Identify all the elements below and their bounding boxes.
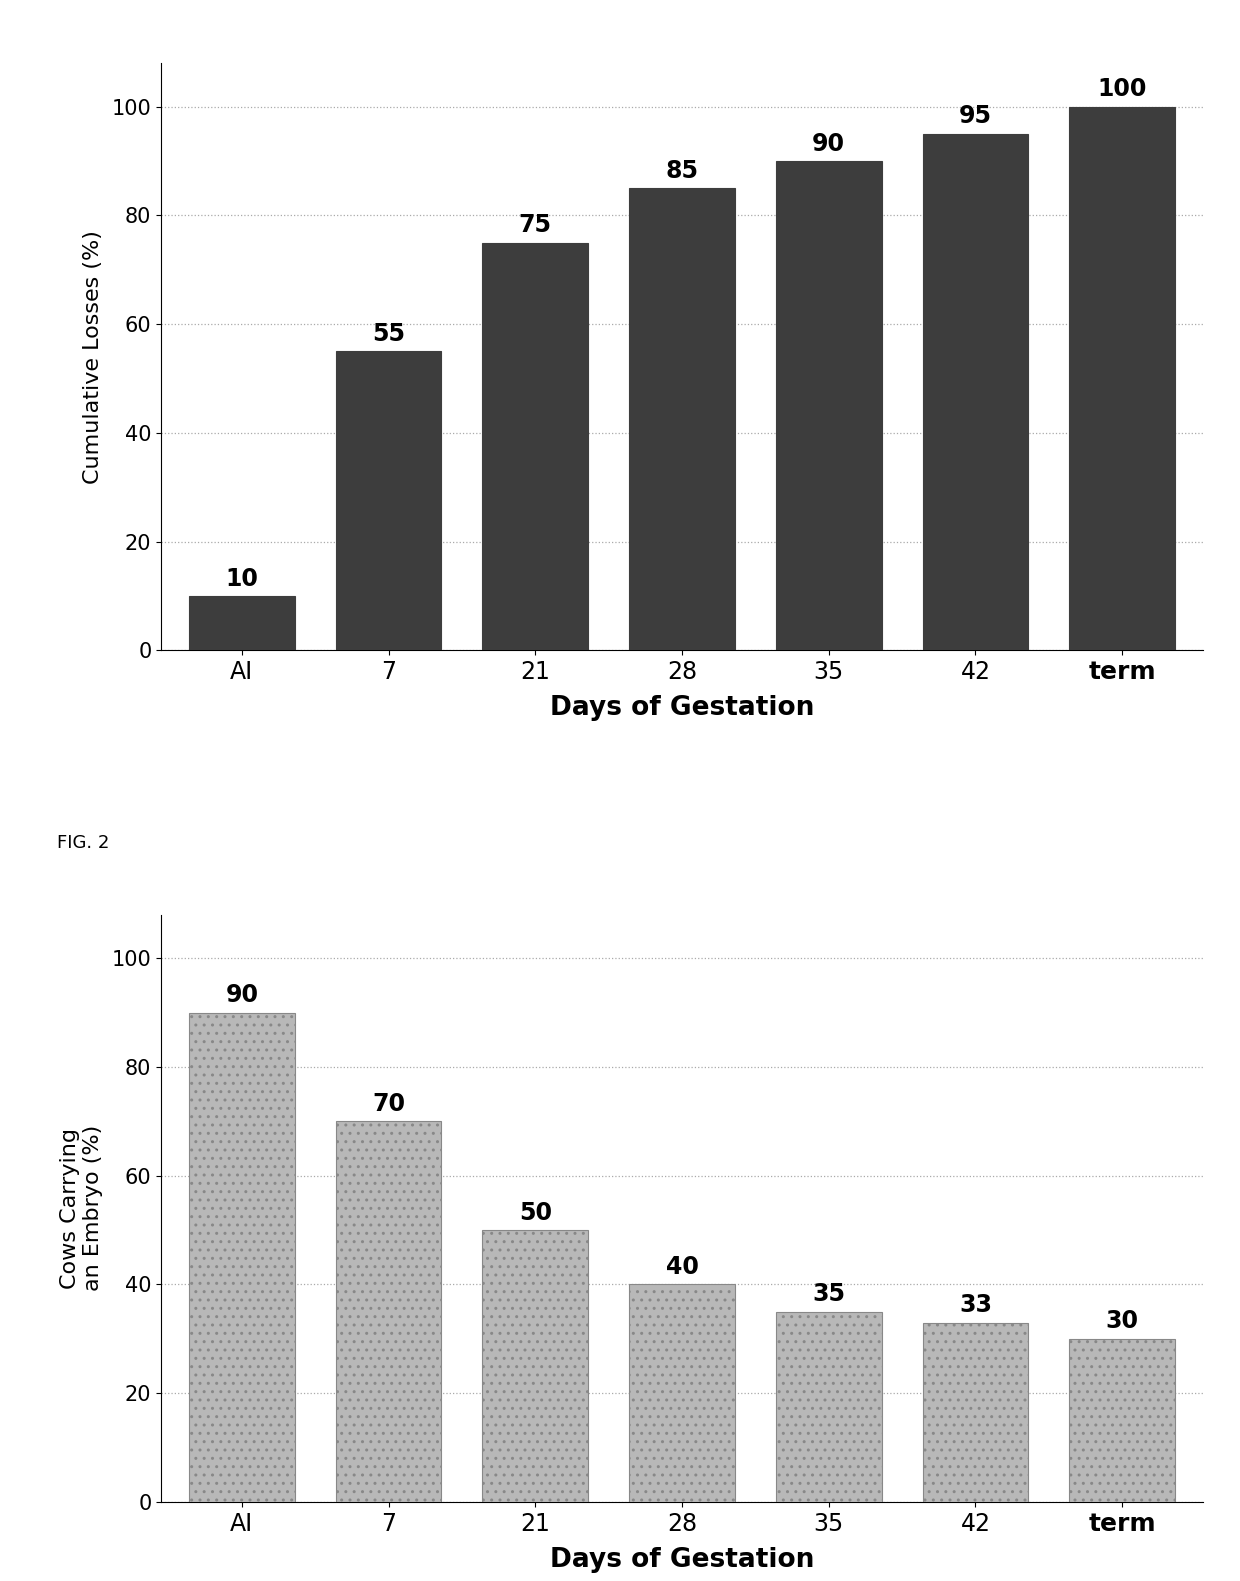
Text: FIG. 2: FIG. 2 <box>57 835 109 852</box>
Bar <box>1069 1339 1176 1502</box>
Bar <box>629 188 735 650</box>
Bar <box>336 351 441 650</box>
Text: 10: 10 <box>226 566 258 591</box>
Text: 90: 90 <box>812 131 846 155</box>
Bar <box>776 161 882 650</box>
Text: 50: 50 <box>518 1200 552 1225</box>
Text: 95: 95 <box>959 104 992 128</box>
Bar <box>629 1284 735 1502</box>
Y-axis label: Cows Carrying
an Embryo (%): Cows Carrying an Embryo (%) <box>61 1126 103 1292</box>
Bar <box>188 596 295 650</box>
Text: 100: 100 <box>1097 77 1147 101</box>
Text: 85: 85 <box>666 158 698 183</box>
Bar <box>776 1312 882 1502</box>
Text: 75: 75 <box>518 213 552 237</box>
X-axis label: Days of Gestation: Days of Gestation <box>549 1546 815 1573</box>
Bar <box>482 1230 588 1502</box>
Bar <box>923 1323 1028 1502</box>
Bar <box>482 242 588 650</box>
X-axis label: Days of Gestation: Days of Gestation <box>549 696 815 721</box>
Bar <box>188 1012 295 1502</box>
Text: 30: 30 <box>1106 1309 1138 1333</box>
Text: 70: 70 <box>372 1092 405 1116</box>
Bar <box>923 134 1028 650</box>
Text: 90: 90 <box>226 983 258 1007</box>
Text: 40: 40 <box>666 1255 698 1279</box>
Text: 55: 55 <box>372 323 405 346</box>
Text: 35: 35 <box>812 1282 846 1306</box>
Bar <box>1069 108 1176 650</box>
Text: 33: 33 <box>959 1293 992 1317</box>
Bar <box>336 1121 441 1502</box>
Y-axis label: Cumulative Losses (%): Cumulative Losses (%) <box>83 229 103 484</box>
